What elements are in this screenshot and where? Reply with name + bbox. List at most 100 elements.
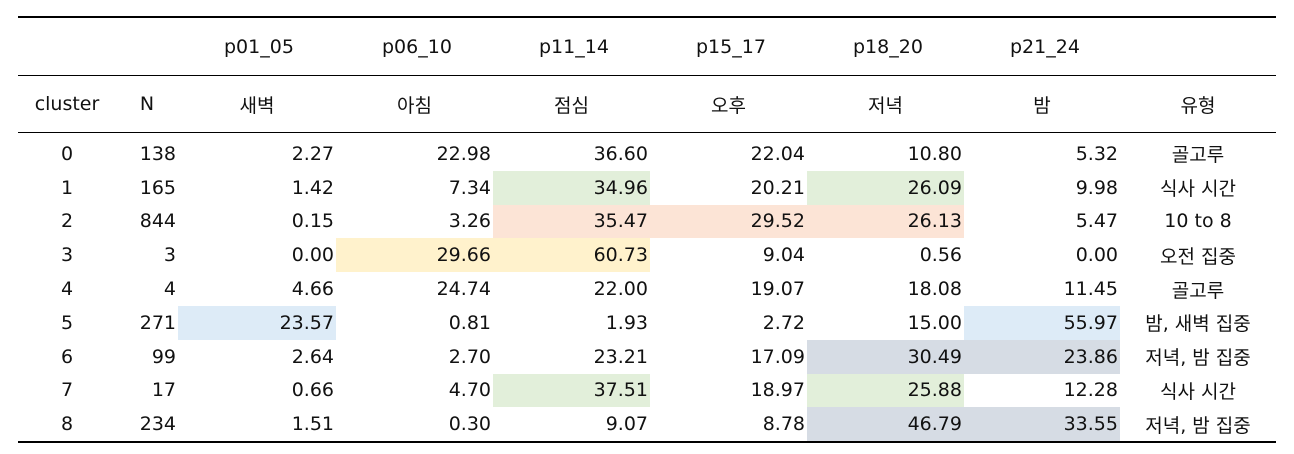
column-header-morning: 아침 [336, 75, 493, 133]
table-cell: 3 [163, 244, 176, 267]
table-cell: 18.08 [907, 278, 962, 301]
table-body: 0 138 2.27 22.98 36.60 22.04 10.80 5.32 골고루 1 165 1… [18, 133, 1276, 444]
table-cell: 22.00 [593, 278, 648, 301]
table-cell: 5.47 [1075, 210, 1118, 233]
type-cell: 골고루 [1171, 279, 1225, 302]
table-cell: 55.97 [964, 305, 1120, 340]
cluster-cell: 4 [60, 278, 74, 301]
table-row: 3 3 0.00 29.66 60.73 9.04 0.56 0.00 오전 집중 [18, 238, 1276, 273]
table-cell: 844 [139, 210, 176, 233]
table-cell: 0.66 [291, 379, 334, 402]
table-cell: 4.66 [291, 278, 334, 301]
table-cell: 234 [116, 407, 178, 444]
table-row: 6 99 2.64 2.70 23.21 17.09 30.49 23.86 저녁, 밤 집중 [18, 339, 1276, 374]
table-cell: 1.42 [291, 176, 334, 199]
table-cell: 0.15 [291, 210, 334, 233]
table-row: 0 138 2.27 22.98 36.60 22.04 10.80 5.32 골고루 [18, 133, 1276, 171]
type-cell: 식사 시간 [1160, 178, 1236, 201]
table-cell: 0.00 [291, 244, 334, 267]
period-header: p01_05 [178, 16, 336, 76]
table-cell: 2.27 [291, 142, 334, 165]
cluster-cell: 8 [18, 407, 116, 444]
column-header-n: N [116, 75, 178, 133]
table-row: 2 844 0.15 3.26 35.47 29.52 26.13 5.47 10 to 8 [18, 204, 1276, 239]
period-header: p15_17 [650, 16, 807, 76]
table-cell: 271 [139, 311, 176, 334]
table-cell: 3.26 [448, 210, 491, 233]
period-header: p21_24 [964, 16, 1120, 76]
table-cell: 37.51 [493, 373, 650, 408]
table-cell: 29.52 [650, 204, 807, 239]
period-header: p06_10 [336, 16, 493, 76]
table-cell: 15.00 [907, 311, 962, 334]
table-cell: 23.86 [964, 339, 1120, 374]
table-cell: 26.13 [807, 204, 964, 239]
cluster-cell: 2 [60, 210, 74, 233]
table-cell: 18.97 [750, 379, 805, 402]
cluster-table-container: p01_05 p06_10 p11_14 p15_17 p18_20 p21_2… [18, 16, 1276, 444]
column-header-type: 유형 [1120, 75, 1276, 133]
table-cell: 22.04 [750, 142, 805, 165]
cluster-cell: 7 [60, 379, 74, 402]
column-header-night: 밤 [964, 75, 1120, 133]
column-header-lunch: 점심 [493, 75, 650, 133]
cluster-cell: 1 [60, 176, 74, 199]
header-blank [116, 16, 178, 76]
table-cell: 2.72 [762, 311, 805, 334]
period-header-row: p01_05 p06_10 p11_14 p15_17 p18_20 p21_2… [18, 16, 1276, 76]
table-cell: 4 [163, 278, 176, 301]
table-cell: 23.21 [593, 345, 648, 368]
type-cell: 골고루 [1171, 144, 1225, 167]
table-cell: 1.93 [605, 311, 648, 334]
table-cell: 5.32 [1075, 142, 1118, 165]
table-cell: 36.60 [593, 142, 648, 165]
table-cell: 24.74 [436, 278, 491, 301]
header-blank [18, 16, 116, 76]
table-row: 5 271 23.57 0.81 1.93 2.72 15.00 55.97 밤, 새벽 집중 [18, 305, 1276, 340]
table-cell: 2.70 [448, 345, 491, 368]
table-row: 1 165 1.42 7.34 34.96 20.21 26.09 9.98 식사 시간 [18, 170, 1276, 205]
table-cell: 30.49 [807, 339, 964, 374]
type-cell: 저녁, 밤 집중 [1145, 347, 1251, 370]
table-cell: 0.00 [1075, 244, 1118, 267]
table-cell: 60.73 [493, 238, 650, 273]
table-cell: 165 [139, 176, 176, 199]
table-cell: 25.88 [807, 373, 964, 408]
table-cell: 35.47 [493, 204, 650, 239]
table-cell: 0.30 [336, 407, 493, 444]
table-cell: 8.78 [650, 407, 807, 444]
type-cell: 밤, 새벽 집중 [1145, 313, 1251, 336]
cluster-cell: 6 [60, 345, 74, 368]
cluster-cell: 3 [60, 244, 74, 267]
table-cell: 9.07 [493, 407, 650, 444]
table-cell: 29.66 [336, 238, 493, 273]
type-cell: 식사 시간 [1160, 380, 1236, 403]
table-cell: 0.81 [448, 311, 491, 334]
cluster-cell: 0 [60, 142, 74, 165]
column-header-evening: 저녁 [807, 75, 964, 133]
table-cell: 34.96 [493, 170, 650, 205]
table-cell: 19.07 [750, 278, 805, 301]
table-cell: 0.56 [919, 244, 962, 267]
cluster-cell: 5 [60, 311, 74, 334]
cluster-time-table: p01_05 p06_10 p11_14 p15_17 p18_20 p21_2… [18, 16, 1276, 444]
type-cell: 저녁, 밤 집중 [1120, 407, 1276, 444]
table-cell: 26.09 [807, 170, 964, 205]
period-header: p11_14 [493, 16, 650, 76]
table-cell: 23.57 [178, 305, 336, 340]
table-cell: 11.45 [1063, 278, 1118, 301]
table-row: 4 4 4.66 24.74 22.00 19.07 18.08 11.45 골고루 [18, 272, 1276, 306]
table-cell: 22.98 [436, 142, 491, 165]
column-header-cluster: cluster [18, 75, 116, 133]
column-header-dawn: 새벽 [178, 75, 336, 133]
table-cell: 20.21 [750, 176, 805, 199]
table-cell: 4.70 [448, 379, 491, 402]
table-cell: 17.09 [750, 345, 805, 368]
type-cell: 오전 집중 [1160, 245, 1236, 268]
header-blank [1120, 16, 1276, 76]
period-header: p18_20 [807, 16, 964, 76]
type-cell: 10 to 8 [1164, 210, 1232, 233]
table-cell: 2.64 [291, 345, 334, 368]
table-row: 8 234 1.51 0.30 9.07 8.78 46.79 33.55 저녁, 밤 집중 [18, 407, 1276, 444]
table-cell: 12.28 [1063, 379, 1118, 402]
